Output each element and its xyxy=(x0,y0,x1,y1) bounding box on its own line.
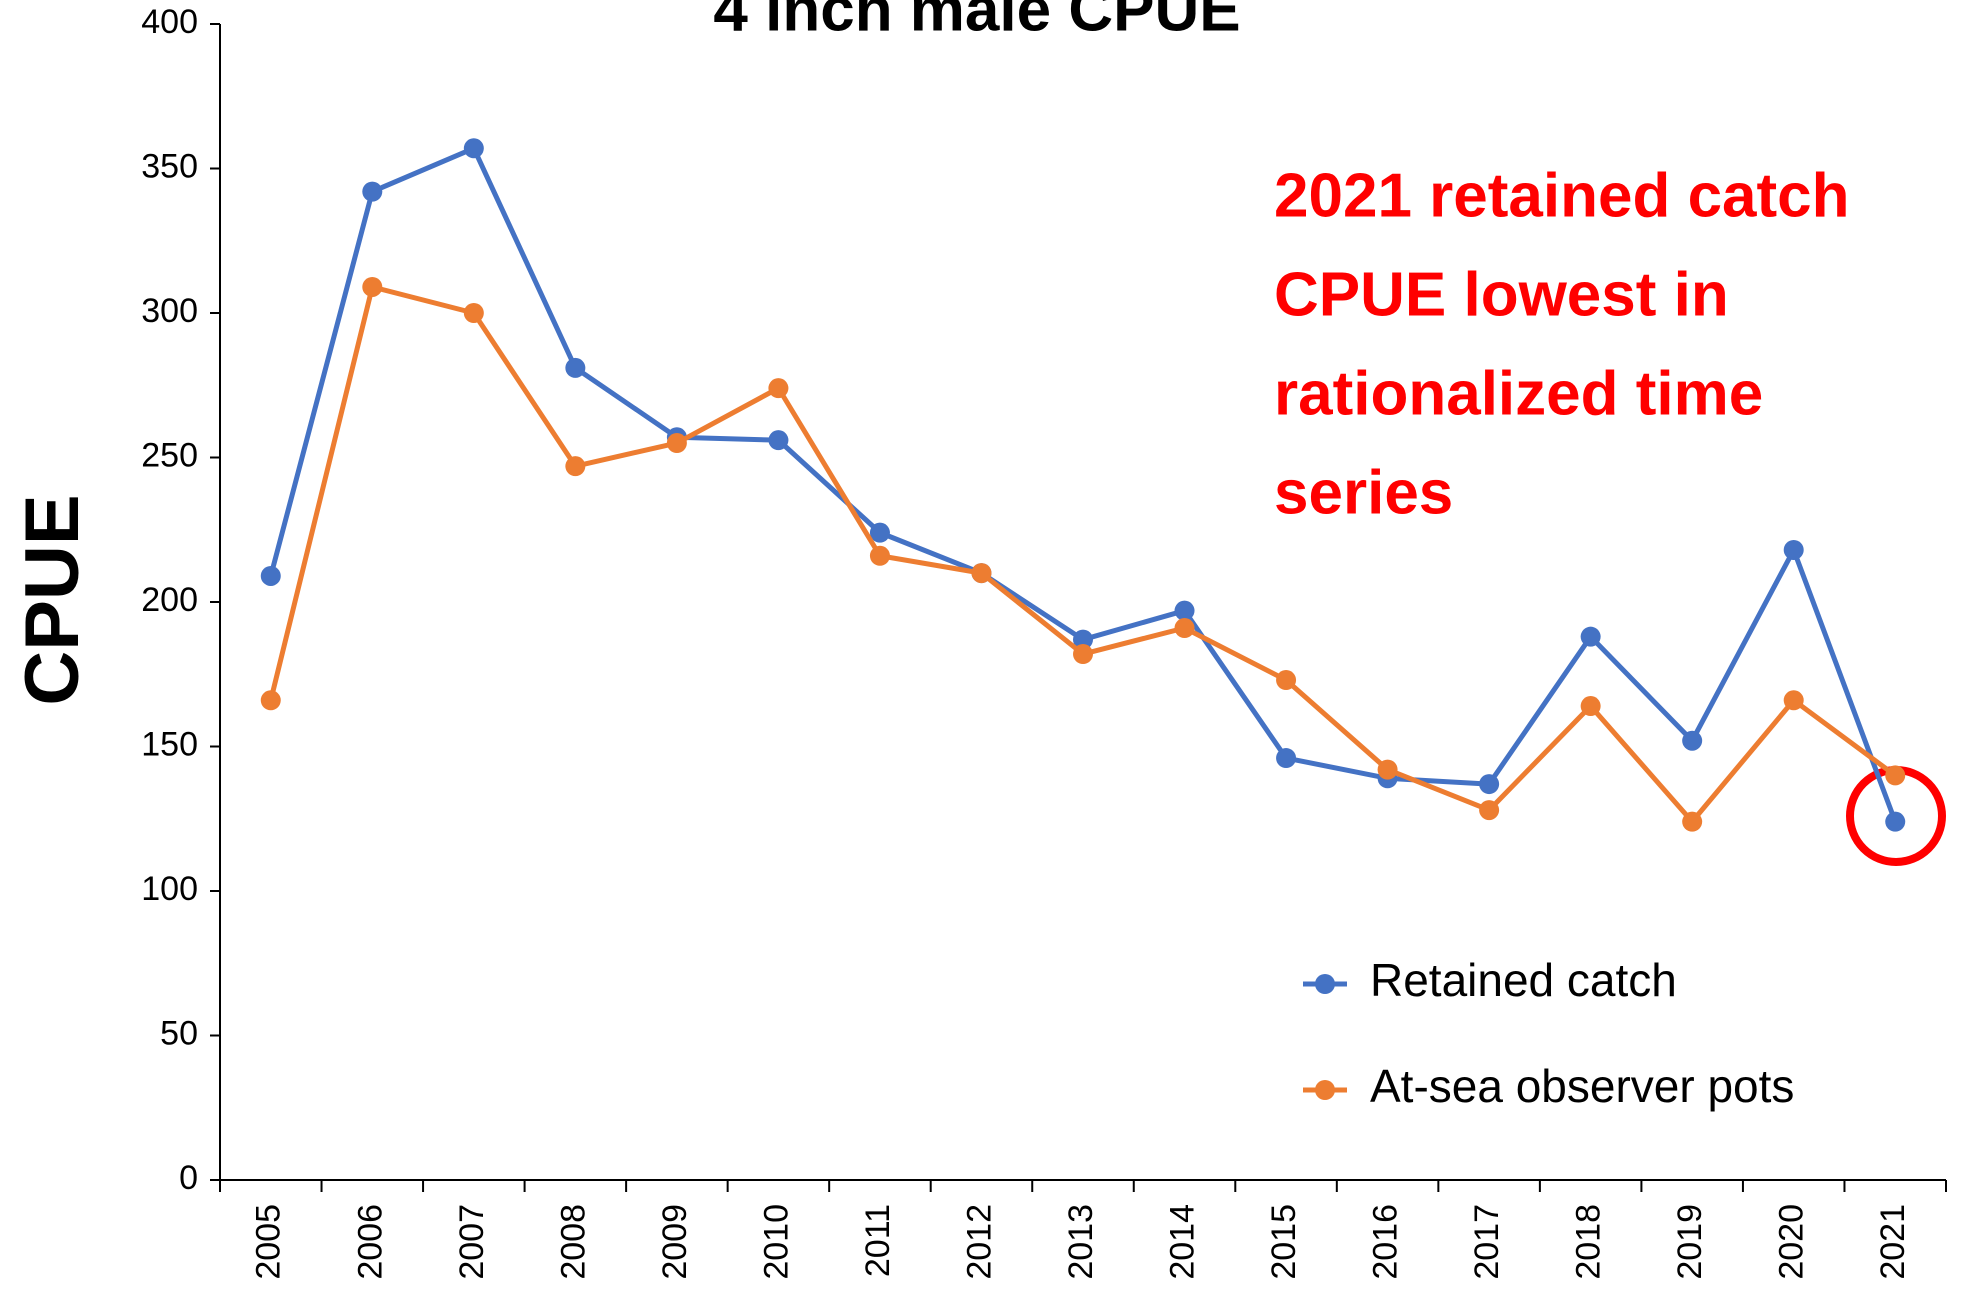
data-point xyxy=(971,563,992,584)
y-tick-label: 0 xyxy=(179,1159,198,1197)
legend-label: At-sea observer pots xyxy=(1370,1060,1794,1112)
data-point xyxy=(1885,765,1906,786)
y-tick-label: 400 xyxy=(141,3,198,41)
data-point xyxy=(1174,600,1195,621)
y-tick-label: 200 xyxy=(141,581,198,619)
data-point xyxy=(463,138,484,159)
data-point xyxy=(565,357,586,378)
x-tick-label: 2010 xyxy=(757,1204,795,1280)
x-tick-label: 2011 xyxy=(859,1204,897,1277)
data-point xyxy=(260,565,281,586)
x-tick-label: 2016 xyxy=(1367,1204,1405,1280)
x-tick-label: 2012 xyxy=(960,1204,998,1280)
y-axis-label: CPUE xyxy=(10,494,95,705)
x-tick-label: 2008 xyxy=(554,1204,592,1280)
legend-marker xyxy=(1315,1080,1335,1100)
data-point xyxy=(1073,629,1093,650)
data-point xyxy=(362,181,383,202)
data-point xyxy=(1479,800,1500,821)
y-tick-label: 300 xyxy=(141,292,198,330)
x-tick-label: 2007 xyxy=(453,1204,491,1280)
x-tick-label: 2014 xyxy=(1164,1204,1202,1280)
y-tick-label: 100 xyxy=(141,870,198,908)
legend-marker xyxy=(1315,974,1335,994)
data-point xyxy=(362,276,383,297)
y-tick-label: 150 xyxy=(141,725,198,763)
data-point xyxy=(1580,696,1601,717)
data-point xyxy=(565,456,586,477)
x-tick-label: 2021 xyxy=(1874,1204,1912,1280)
y-tick-label: 350 xyxy=(141,147,198,185)
data-point xyxy=(1276,670,1297,691)
annotation: rationalized time xyxy=(1274,359,1763,428)
data-point xyxy=(1682,730,1703,751)
data-point xyxy=(869,522,890,543)
legend-label: Retained catch xyxy=(1370,954,1677,1006)
x-tick-label: 2009 xyxy=(656,1204,694,1280)
x-tick-label: 2006 xyxy=(351,1204,389,1280)
annotation: 2021 retained catch xyxy=(1274,161,1850,230)
data-point xyxy=(1580,626,1601,647)
data-point xyxy=(1783,690,1804,711)
x-tick-label: 2019 xyxy=(1671,1204,1709,1280)
data-point xyxy=(1479,774,1500,795)
data-point xyxy=(1276,748,1297,769)
data-point xyxy=(1377,759,1398,780)
data-point xyxy=(768,378,789,399)
data-point xyxy=(1783,539,1804,560)
x-tick-label: 2020 xyxy=(1773,1204,1811,1280)
data-point xyxy=(1174,618,1195,639)
data-point xyxy=(666,433,687,454)
x-tick-label: 2018 xyxy=(1570,1204,1608,1280)
data-point xyxy=(1885,811,1906,832)
annotation: CPUE lowest in xyxy=(1274,260,1729,329)
data-point xyxy=(1682,811,1703,832)
y-tick-label: 50 xyxy=(160,1014,198,1052)
annotation: series xyxy=(1274,458,1453,527)
y-tick-label: 250 xyxy=(141,436,198,474)
series-line xyxy=(268,145,1898,823)
x-tick-label: 2005 xyxy=(250,1204,288,1280)
x-tick-label: 2017 xyxy=(1468,1204,1506,1280)
x-tick-label: 2015 xyxy=(1265,1204,1303,1280)
data-point xyxy=(768,430,789,451)
data-point xyxy=(869,545,890,566)
data-point xyxy=(260,690,281,711)
data-point xyxy=(1073,644,1093,665)
chart-title: 4 inch male CPUE xyxy=(713,0,1240,44)
x-tick-label: 2013 xyxy=(1062,1204,1100,1280)
data-point xyxy=(463,303,484,323)
